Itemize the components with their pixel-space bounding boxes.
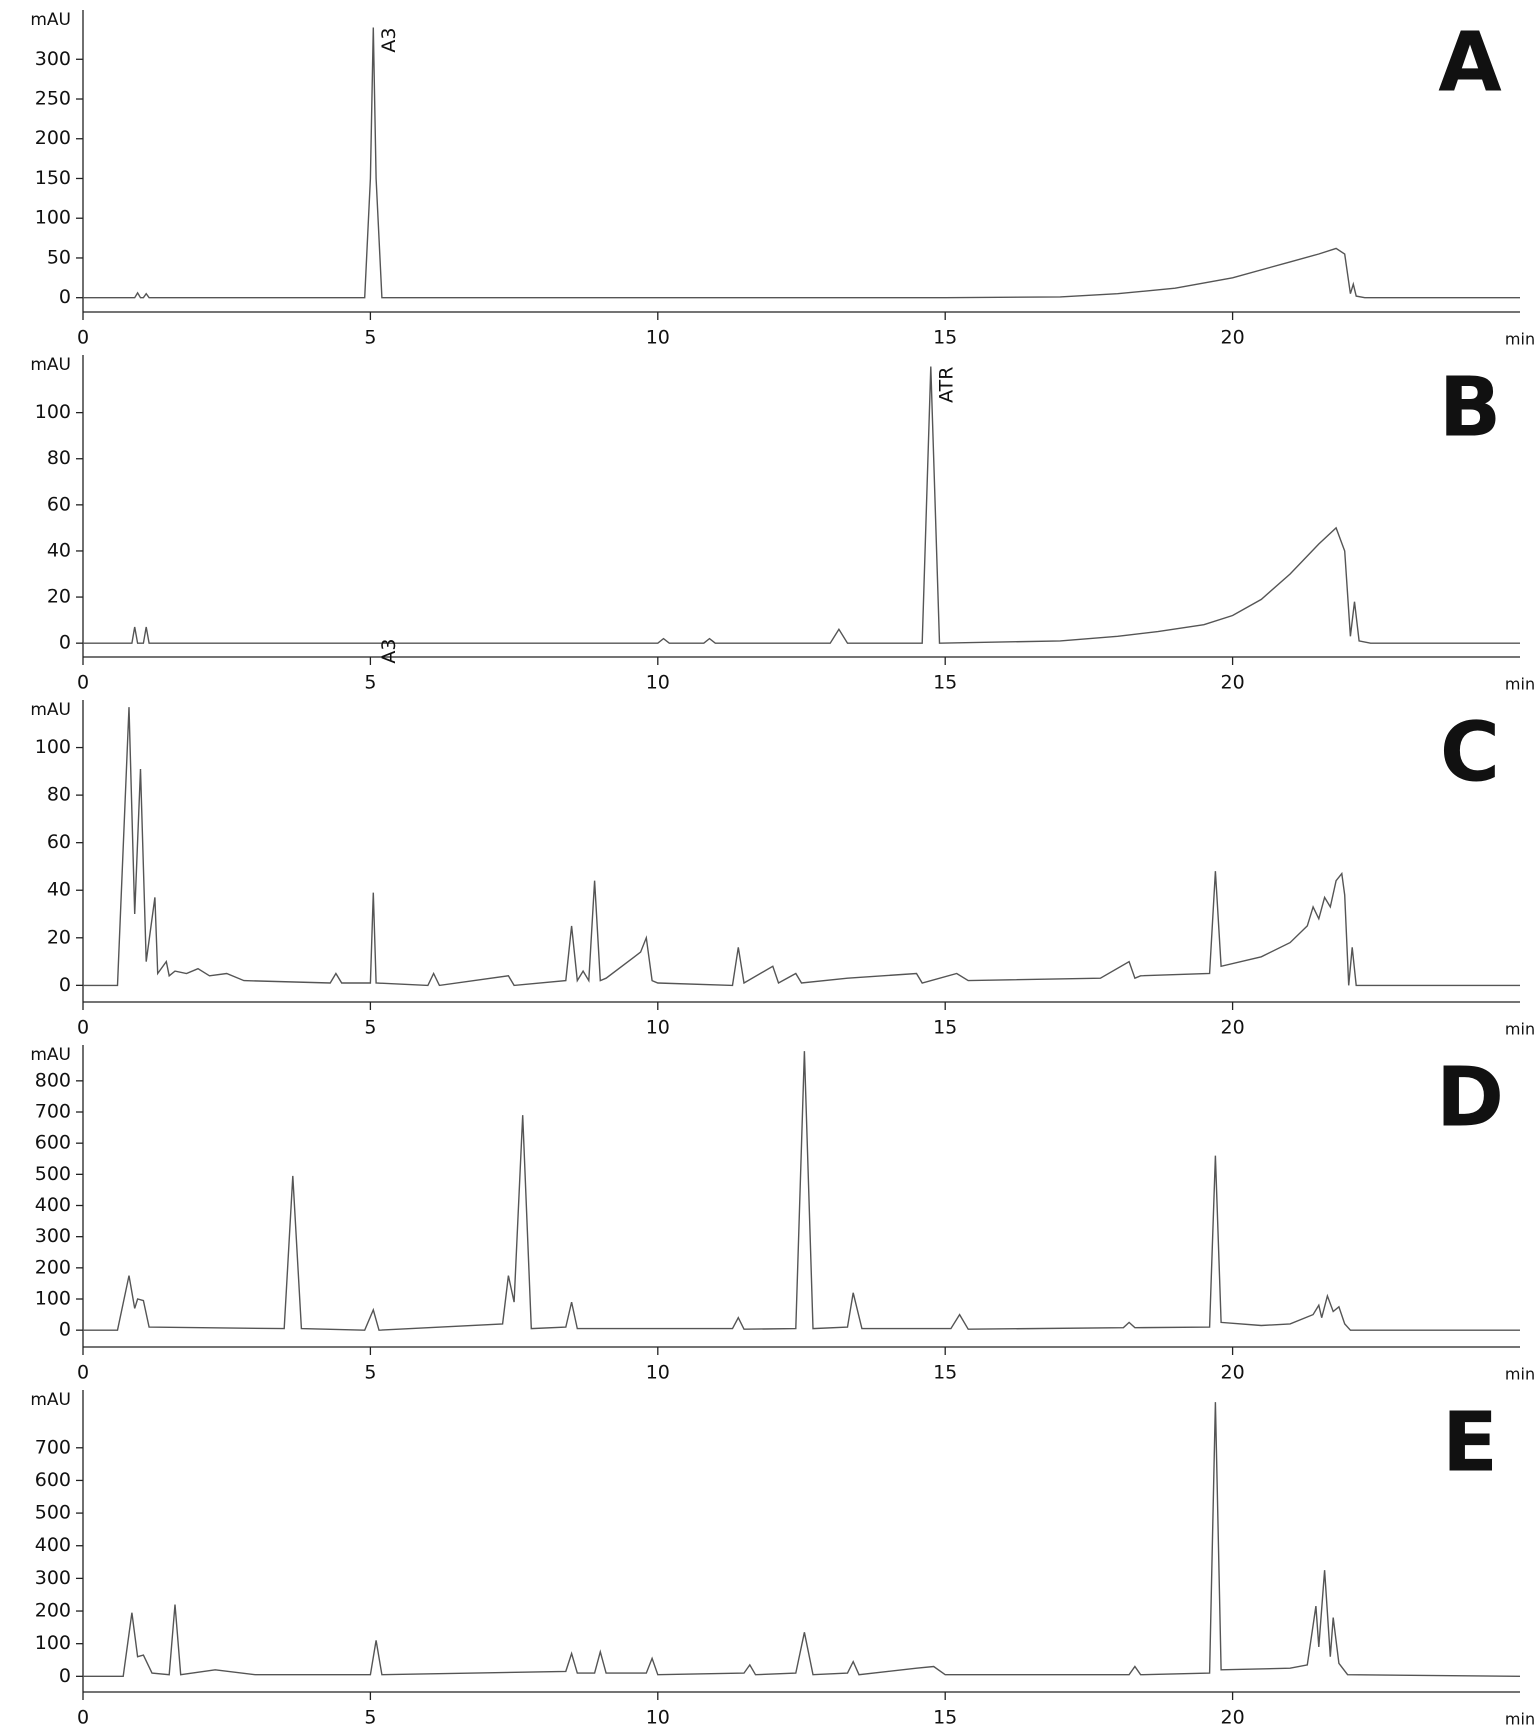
trace	[83, 27, 1520, 299]
panel-label: A	[1438, 15, 1502, 110]
panel-label: C	[1440, 705, 1500, 800]
x-tick-label: 15	[933, 1362, 957, 1384]
y-tick-label: 20	[47, 586, 71, 608]
x-tick-label: 10	[646, 672, 670, 694]
y-tick-label: 0	[59, 974, 71, 996]
y-tick-label: 0	[59, 1319, 71, 1341]
panel-label: B	[1439, 360, 1502, 455]
y-tick-label: 40	[47, 879, 71, 901]
x-tick-label: 20	[1221, 1017, 1245, 1039]
x-tick-label: 15	[933, 1017, 957, 1039]
x-tick-label: 5	[364, 1707, 376, 1729]
trace	[83, 366, 1520, 644]
y-tick-label: 150	[35, 167, 71, 189]
x-axis-label: min	[1505, 675, 1535, 694]
y-axis-label: mAU	[30, 1390, 71, 1410]
y-tick-label: 80	[47, 784, 71, 806]
y-axis-label: mAU	[30, 355, 71, 375]
y-tick-label: 100	[35, 401, 71, 423]
y-tick-label: 600	[35, 1469, 71, 1491]
y-tick-label: 250	[35, 88, 71, 110]
x-tick-label: 15	[933, 672, 957, 694]
y-tick-label: 20	[47, 926, 71, 948]
y-tick-label: 100	[35, 207, 71, 229]
y-tick-label: 700	[35, 1101, 71, 1123]
y-tick-label: 50	[47, 246, 71, 268]
y-tick-label: 300	[35, 48, 71, 70]
y-tick-label: 200	[35, 127, 71, 149]
panel-label: E	[1442, 1395, 1498, 1490]
y-tick-label: 200	[35, 1600, 71, 1622]
x-tick-label: 5	[364, 327, 376, 349]
y-tick-label: 500	[35, 1163, 71, 1185]
y-tick-label: 300	[35, 1225, 71, 1247]
y-tick-label: 0	[59, 286, 71, 308]
y-tick-label: 400	[35, 1534, 71, 1556]
y-tick-label: 80	[47, 447, 71, 469]
x-tick-label: 10	[646, 327, 670, 349]
x-tick-label: 10	[646, 1017, 670, 1039]
y-tick-label: 500	[35, 1502, 71, 1524]
y-tick-label: 40	[47, 539, 71, 561]
x-tick-label: 0	[77, 1707, 89, 1729]
x-tick-label: 15	[933, 327, 957, 349]
y-tick-label: 60	[47, 831, 71, 853]
x-tick-label: 20	[1221, 1362, 1245, 1384]
y-tick-label: 600	[35, 1132, 71, 1154]
x-tick-label: 0	[77, 327, 89, 349]
x-tick-label: 5	[364, 672, 376, 694]
x-axis-label: min	[1505, 1365, 1535, 1384]
x-axis-label: min	[1505, 1020, 1535, 1039]
y-tick-label: 0	[59, 1665, 71, 1687]
x-tick-label: 15	[933, 1707, 957, 1729]
y-tick-label: 0	[59, 632, 71, 654]
peak-annotation: ATR	[935, 367, 957, 403]
x-tick-label: 20	[1221, 327, 1245, 349]
y-tick-label: 300	[35, 1567, 71, 1589]
trace	[83, 1051, 1520, 1331]
x-tick-label: 20	[1221, 672, 1245, 694]
y-axis-label: mAU	[30, 1045, 71, 1065]
x-tick-label: 10	[646, 1707, 670, 1729]
trace	[83, 707, 1520, 987]
y-tick-label: 400	[35, 1194, 71, 1216]
panel-label: D	[1436, 1050, 1504, 1145]
y-tick-label: 700	[35, 1436, 71, 1458]
x-tick-label: 0	[77, 1017, 89, 1039]
y-tick-label: 100	[35, 736, 71, 758]
y-tick-label: 100	[35, 1632, 71, 1654]
peak-annotation: A3	[378, 27, 400, 52]
y-axis-label: mAU	[30, 10, 71, 30]
y-tick-label: 100	[35, 1288, 71, 1310]
y-tick-label: 800	[35, 1069, 71, 1091]
y-tick-label: 60	[47, 493, 71, 515]
x-tick-label: 20	[1221, 1707, 1245, 1729]
x-axis-label: min	[1505, 330, 1535, 349]
peak-annotation: A3	[378, 639, 400, 664]
x-tick-label: 0	[77, 1362, 89, 1384]
trace	[83, 1402, 1521, 1677]
x-tick-label: 0	[77, 672, 89, 694]
x-axis-label: min	[1505, 1710, 1535, 1729]
x-tick-label: 5	[364, 1362, 376, 1384]
x-tick-label: 5	[364, 1017, 376, 1039]
y-axis-label: mAU	[30, 700, 71, 720]
y-tick-label: 200	[35, 1256, 71, 1278]
x-tick-label: 10	[646, 1362, 670, 1384]
